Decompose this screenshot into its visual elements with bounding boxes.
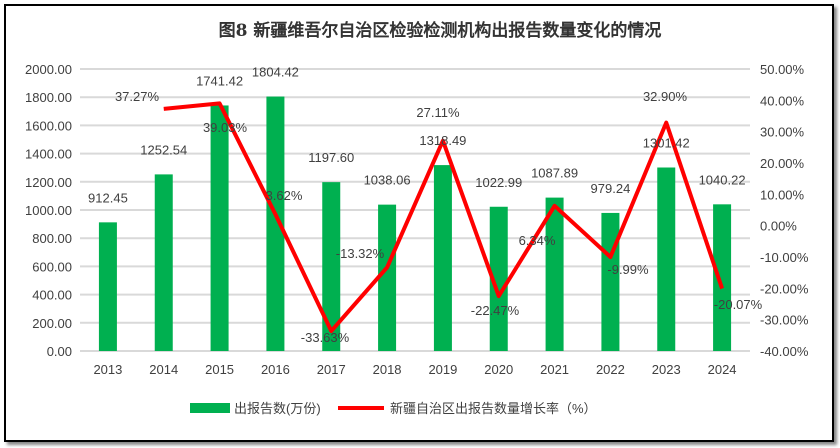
bar-data-label: 979.24 [591, 181, 631, 196]
y-left-tick-label: 1600.00 [25, 118, 72, 133]
y-left-tick-label: 400.00 [32, 288, 72, 303]
legend: 出报告数(万份) 新疆自治区出报告数量增长率（%） [190, 401, 597, 416]
bar [266, 96, 285, 351]
y-left-tick-label: 1200.00 [25, 175, 72, 190]
chart-title: 图8 新疆维吾尔自治区检验检测机构出报告数量变化的情况 [219, 20, 662, 41]
bar [378, 204, 397, 351]
line-data-label: 6.34% [519, 233, 556, 248]
x-tick-label: 2014 [149, 362, 178, 377]
x-tick-label: 2023 [652, 362, 681, 377]
y-right-tick-label: 20.00% [760, 156, 805, 171]
legend-line-label: 新疆自治区出报告数量增长率（%） [390, 401, 597, 416]
x-tick-label: 2018 [373, 362, 402, 377]
y-right-tick-label: -10.00% [760, 250, 809, 265]
line-data-label: 27.11% [416, 105, 460, 120]
x-tick-label: 2021 [540, 362, 569, 377]
x-tick-label: 2024 [708, 362, 737, 377]
bar-data-label: 1040.22 [699, 172, 746, 187]
line-data-label: 39.03% [203, 120, 248, 135]
line-data-label: -9.99% [607, 262, 649, 277]
legend-bar-label: 出报告数(万份) [234, 401, 321, 416]
y-right-tick-label: 30.00% [760, 125, 805, 140]
y-right-tick-label: -20.00% [760, 281, 809, 296]
y-left-tick-label: 0.00 [47, 344, 72, 359]
x-tick-label: 2019 [428, 362, 457, 377]
y-right-tick-label: 0.00% [760, 219, 797, 234]
legend-bar-swatch [190, 403, 230, 413]
y-right-tick-label: -40.00% [760, 344, 809, 359]
bar-data-label: 1318.49 [419, 133, 466, 148]
bar-data-label: 1087.89 [531, 166, 578, 181]
bar-data-label: 1252.54 [140, 142, 187, 157]
line-data-label: -22.47% [471, 303, 520, 318]
line-data-label: -33.63% [301, 330, 350, 345]
y-right-tick-label: -30.00% [760, 313, 809, 328]
bar [322, 182, 341, 351]
x-tick-label: 2015 [205, 362, 234, 377]
bar-data-label: 912.45 [88, 190, 128, 205]
bar [601, 212, 620, 351]
bar [489, 206, 508, 351]
bar [657, 167, 676, 351]
bar-data-label: 1022.99 [475, 175, 522, 190]
line-data-label: -13.32% [336, 246, 385, 261]
bar [433, 165, 452, 351]
bar-data-label: 1038.06 [364, 173, 411, 188]
bar [98, 222, 117, 351]
y-left-tick-label: 600.00 [32, 259, 72, 274]
line-data-label: -20.07% [714, 297, 763, 312]
x-tick-label: 2013 [93, 362, 122, 377]
growth-line [163, 101, 724, 334]
y-left-tick-label: 200.00 [32, 316, 72, 331]
bar [154, 174, 173, 351]
chart-frame [4, 4, 834, 442]
x-tick-label: 2020 [484, 362, 513, 377]
x-tick-label: 2016 [261, 362, 290, 377]
y-right-tick-label: 40.00% [760, 93, 805, 108]
x-tick-label: 2022 [596, 362, 625, 377]
y-left-tick-label: 1800.00 [25, 90, 72, 105]
bar [210, 105, 229, 351]
y-left-tick-label: 1000.00 [25, 203, 72, 218]
y-left-tick-label: 1400.00 [25, 147, 72, 162]
bar [545, 197, 564, 351]
y-right-tick-label: 10.00% [760, 187, 805, 202]
line-data-label: 32.90% [643, 89, 688, 104]
y-left-tick-label: 2000.00 [25, 62, 72, 77]
bar-data-label: 1741.42 [196, 73, 243, 88]
bar [713, 204, 732, 351]
line-data-label: 3.62% [266, 188, 303, 203]
y-right-tick-label: 50.00% [760, 62, 805, 77]
bar-data-label: 1197.60 [308, 150, 354, 165]
bar-data-label: 1804.42 [252, 65, 299, 80]
bar-data-label: 1301.42 [643, 135, 690, 150]
x-tick-label: 2017 [317, 362, 346, 377]
line-data-label: 37.27% [115, 89, 160, 104]
y-left-tick-label: 800.00 [32, 231, 72, 246]
